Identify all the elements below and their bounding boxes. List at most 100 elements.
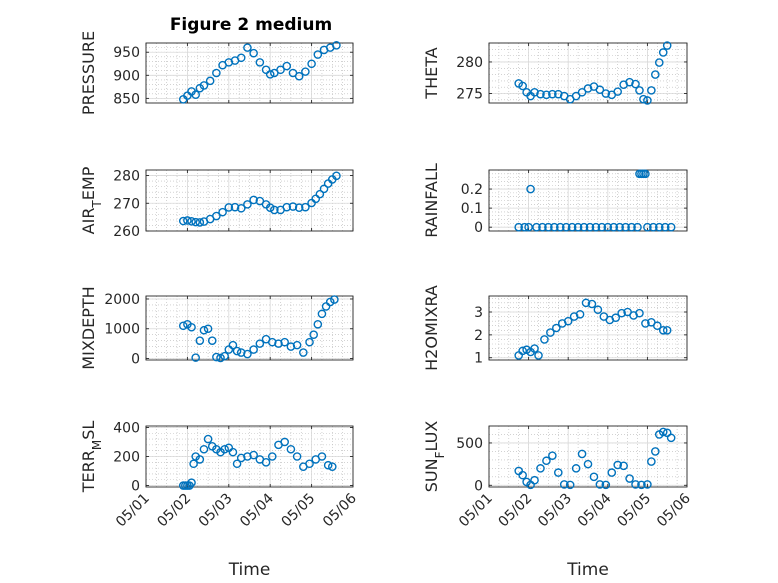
data-point [282,202,292,212]
data-point [191,217,200,227]
data-point [542,90,551,100]
data-point [309,330,318,339]
y-tick-label: 400 [113,420,140,436]
y-axis-label: H2OMIXRA [422,285,441,371]
data-point [641,169,650,179]
data-point [555,222,565,232]
data-point [191,90,200,99]
data-point [631,480,640,489]
data-point [611,313,621,323]
x-tick-label: 05/02 [154,491,194,531]
data-point [243,43,252,52]
data-point [660,222,670,232]
data-point [332,171,341,181]
data-point [255,58,265,67]
data-point [323,179,333,188]
data-series [514,298,672,360]
y-tick-label: 950 [113,45,140,61]
data-series [178,41,341,104]
data-series [178,434,337,490]
data-point [654,58,664,67]
y-tick-label: 850 [113,91,140,107]
y-tick-label: 280 [113,169,140,185]
data-point [601,89,611,98]
data-point [613,87,623,96]
data-point [183,216,192,225]
y-tick-label: 0.1 [461,201,483,217]
subplot-4: 0 0.1 0.2 RAINFALL [422,163,688,238]
data-point [554,468,563,477]
data-point [653,321,662,331]
data-point [205,76,215,86]
data-point [203,324,213,334]
data-point [651,70,660,79]
data-point [236,203,246,213]
data-point [274,339,283,348]
y-axis-label: RAINFALL [422,163,441,238]
data-series [178,295,339,363]
minor-grid [488,425,688,487]
data-point [265,203,275,213]
data-point [548,89,557,99]
y-tick-label: 500 [456,436,483,452]
data-point [518,346,527,356]
axes-box [488,42,688,104]
data-point [625,474,634,483]
x-tick-label: 05/05 [279,491,319,531]
data-point [261,65,271,75]
data-point [554,89,563,99]
data-point [292,340,302,350]
axes-box [488,425,688,488]
data-point [583,84,593,93]
data-point [658,427,668,437]
data-point [195,218,205,227]
data-point [199,444,209,454]
data-point [317,309,327,319]
y-axis-label: SUNFLUX [422,421,447,493]
data-point [276,65,285,75]
x-tick-label: 05/06 [320,490,360,530]
x-tick-label: 05/02 [496,491,536,531]
data-point [203,434,213,444]
data-point [216,353,225,363]
data-point [532,222,541,232]
data-point [552,323,561,333]
data-point [313,50,323,59]
data-point [662,41,672,50]
data-point [542,456,551,466]
data-point [633,222,642,232]
data-point [330,295,339,304]
data-point [228,447,238,457]
data-point [187,322,196,332]
y-axis-label: THETA [422,47,441,99]
axes-box [145,169,354,232]
data-point [301,67,310,76]
y-axis-label: MIXDEPTH [79,286,98,369]
data-point [649,222,658,232]
data-point [666,433,676,443]
data-point [311,194,321,204]
data-point [575,309,585,319]
y-tick-label: 2000 [104,292,140,308]
data-point [294,71,304,81]
data-point [317,452,327,461]
data-point [565,480,575,490]
data-point [631,79,640,89]
data-point [267,337,277,347]
data-point [607,468,617,477]
data-point [286,444,296,454]
data-point [243,452,252,461]
data-point [609,222,619,232]
data-point [597,222,607,232]
x-tick-label: 05/06 [654,490,694,530]
data-point [643,96,652,105]
data-point [212,211,221,221]
data-point [635,86,644,95]
data-point [548,451,557,460]
data-point [591,222,601,232]
data-series [514,41,672,105]
data-point [658,48,668,57]
data-point [617,308,626,318]
data-point [621,222,630,232]
